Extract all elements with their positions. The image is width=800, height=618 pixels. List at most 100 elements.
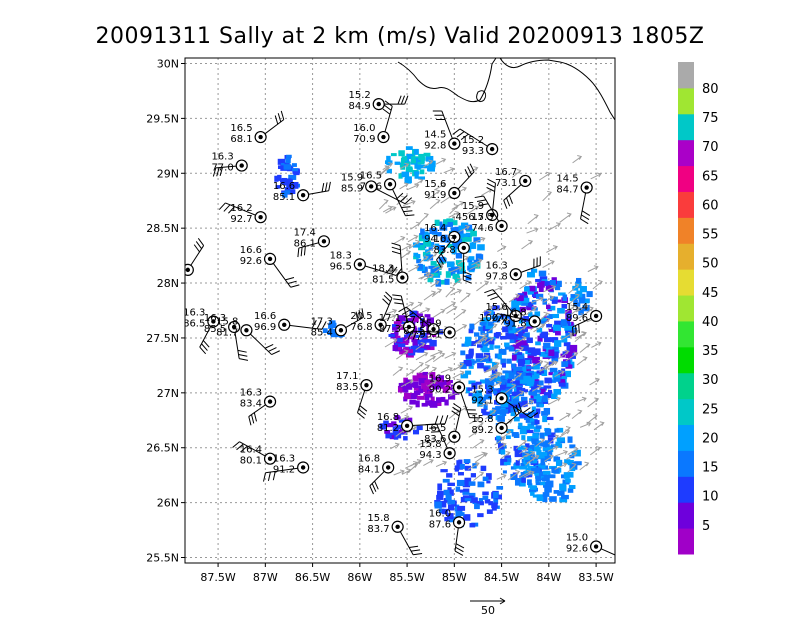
radar-cell — [546, 315, 553, 319]
radar-cell — [477, 513, 484, 518]
radar-cell — [557, 307, 565, 314]
wind-barb-staff — [370, 186, 406, 205]
radar-cell — [508, 346, 515, 352]
wind-barb-staff — [284, 324, 323, 330]
colorbar-segment — [678, 476, 694, 503]
reference-vector-label: 50 — [481, 604, 495, 617]
radar-cell — [438, 250, 444, 255]
radar-cell — [459, 362, 467, 369]
radar-cell — [441, 380, 447, 385]
radar-cell — [532, 358, 537, 363]
radar-cell — [530, 485, 537, 490]
radar-cell — [519, 475, 526, 479]
radar-cell — [459, 269, 466, 274]
radar-cell — [525, 443, 530, 451]
station-pressure-label: 84.9 — [348, 101, 370, 112]
wind-arrow — [491, 380, 503, 388]
station: 17.486.1 — [294, 227, 331, 258]
x-tick-label: 85.5W — [389, 571, 424, 584]
radar-cell — [531, 386, 538, 390]
station-pressure-label: 96.5 — [330, 261, 352, 272]
wind-arrow — [407, 234, 419, 243]
wind-arrow — [444, 301, 457, 310]
reference-arrow-head — [499, 597, 506, 605]
station-pressure-label: 87.3 — [379, 324, 401, 335]
wind-arrow — [561, 426, 571, 436]
radar-cell — [447, 482, 455, 487]
radar-cell — [424, 338, 432, 343]
wind-arrow — [508, 293, 521, 303]
wind-barb-flag — [624, 553, 630, 559]
wind-barb-flag — [321, 321, 327, 330]
radar-cell — [553, 490, 560, 494]
radar-cell — [463, 236, 472, 242]
radar-cell — [468, 481, 476, 486]
radar-cell — [524, 286, 530, 292]
radar-cell — [531, 437, 537, 443]
station-dot — [357, 262, 363, 267]
radar-cell — [511, 355, 520, 361]
radar-cell — [535, 278, 541, 282]
station-dot — [593, 313, 599, 319]
wind-barb-flag — [474, 195, 484, 199]
radar-cell — [472, 393, 479, 399]
wind-barb-flag — [427, 423, 437, 425]
wind-barb-flag — [469, 163, 475, 173]
radar-cell — [507, 378, 513, 386]
radar-cell — [520, 462, 525, 468]
radar-cell — [529, 418, 535, 424]
radar-cell — [539, 351, 545, 357]
radar-cell — [479, 322, 487, 326]
wind-arrow — [586, 414, 598, 425]
radar-cell — [542, 352, 551, 358]
radar-cell — [565, 310, 572, 315]
radar-cell — [477, 481, 485, 488]
radar-cell — [465, 370, 472, 375]
radar-cell — [458, 254, 463, 259]
radar-cell — [508, 333, 516, 339]
radar-cell — [413, 390, 421, 396]
radar-cell — [411, 156, 419, 160]
wind-arrow — [397, 414, 410, 422]
radar-cell — [521, 300, 529, 306]
radar-cell — [448, 516, 455, 523]
radar-cell — [523, 315, 529, 322]
wind-arrow — [575, 396, 587, 404]
wind-barb-flag — [467, 166, 472, 175]
radar-cell — [544, 377, 552, 384]
radar-cell — [518, 479, 526, 487]
station: 17.385.4 — [311, 308, 364, 338]
radar-cell — [539, 276, 548, 281]
radar-cell — [507, 324, 513, 331]
radar-cell — [388, 333, 395, 337]
radar-cell — [491, 506, 497, 511]
radar-cell — [415, 400, 420, 408]
radar-cell — [525, 372, 532, 378]
radar-cell — [492, 390, 498, 394]
wind-arrow — [473, 471, 485, 482]
wind-barb-flag — [264, 343, 274, 349]
radar-cell — [503, 321, 510, 325]
wind-arrow — [565, 351, 579, 362]
wind-arrow — [487, 323, 498, 333]
radar-cell — [554, 340, 562, 347]
radar-cell — [473, 261, 481, 269]
radar-cell — [539, 388, 546, 395]
radar-cell — [498, 348, 507, 355]
radar-cell — [491, 315, 498, 320]
station-speed-label: 15.6 — [424, 179, 446, 190]
radar-cell — [483, 366, 489, 372]
wind-arrow — [401, 243, 412, 251]
colorbar-segment — [678, 269, 694, 296]
wind-barb-flag — [456, 131, 465, 138]
radar-cell — [556, 427, 564, 433]
station-speed-label: 15.2 — [462, 135, 484, 146]
radar-cell — [559, 497, 568, 503]
wind-arrows — [378, 155, 605, 482]
radar-cell — [551, 351, 559, 358]
wind-arrow — [518, 470, 532, 479]
station-speed-label: 16.0 — [429, 508, 451, 519]
radar-cell — [504, 315, 511, 319]
radar-cell — [291, 168, 299, 172]
colorbar-segment — [678, 113, 694, 141]
